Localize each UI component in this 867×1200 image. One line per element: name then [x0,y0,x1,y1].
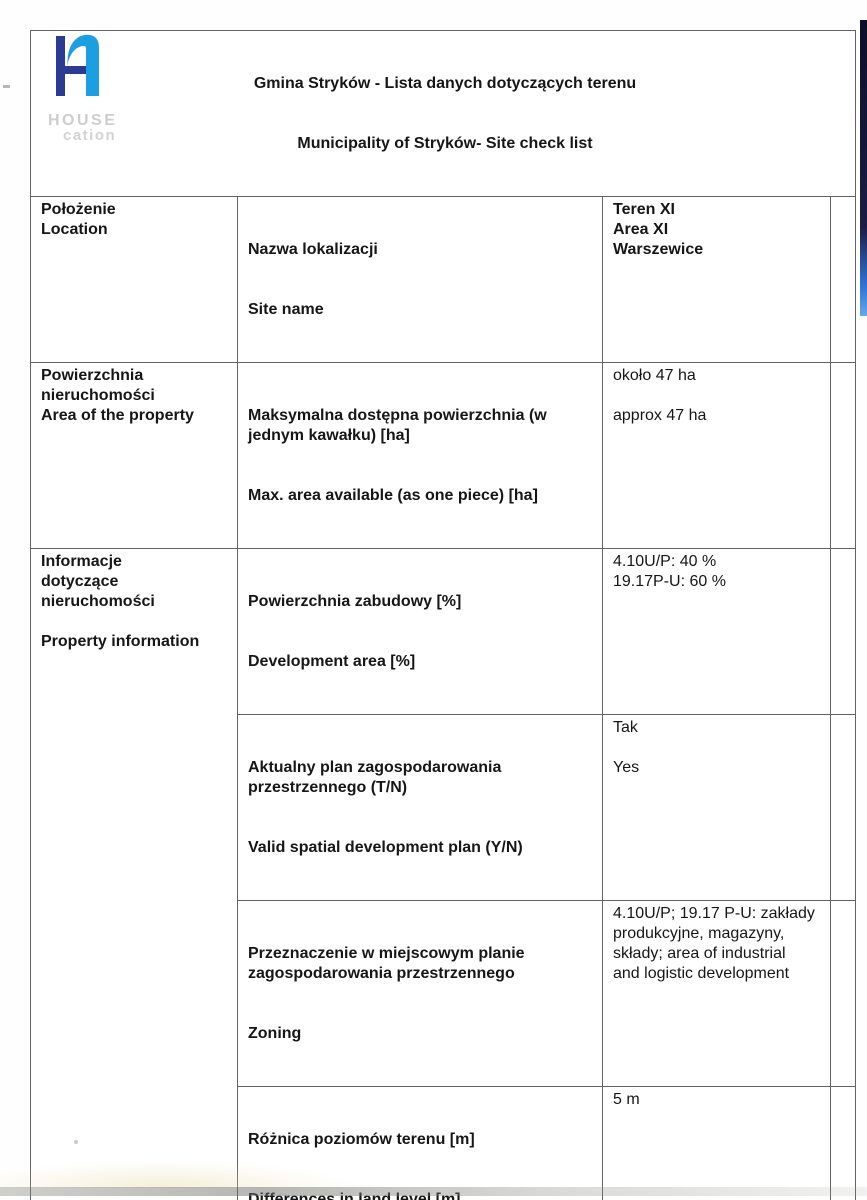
question-pl: Nazwa lokalizacji [248,241,378,258]
scan-artifact-right-edge [860,20,867,316]
question-pl: Aktualny plan zagospodarowania przestrze… [248,759,502,796]
margin-cell [829,714,857,901]
value-cell: 5 m [602,1086,831,1200]
margin-cell [829,900,857,1087]
table-row: Różnica poziomów terenu [m] Differences … [31,1086,857,1200]
question-cell: Aktualny plan zagospodarowania przestrze… [237,714,603,901]
value-cell: Teren XI Area XI Warszewice [613,201,704,258]
question-pl: Powierzchnia zabudowy [%] [248,593,462,610]
document-header: Gmina Stryków - Lista danych dotyczących… [29,30,857,197]
question-pl: Maksymalna dostępna powierzchnia (w jedn… [248,407,547,444]
table-row: Informacje dotyczące nieruchomości Prope… [30,548,857,1200]
question-cell: Różnica poziomów terenu [m] Differences … [237,1086,603,1200]
section-label-cell: Powierzchnia nieruchomości Area of the p… [30,362,238,549]
table-row: Położenie Location Nazwa lokalizacji Sit… [30,196,857,363]
question-cell: Powierzchnia zabudowy [%] Development ar… [237,548,603,715]
value-cell: około 47 ha approx 47 ha [602,362,831,549]
value-cell: 4.10U/P: 40 % 19.17P-U: 60 % [602,548,831,715]
question-cell: Nazwa lokalizacji Site name [237,196,603,363]
margin-cell [829,548,857,715]
document-title-pl: Gmina Stryków - Lista danych dotyczących… [253,75,637,92]
question-en: Valid spatial development plan (Y/N) [248,839,523,856]
scan-artifact-bottom-edge [0,1187,867,1196]
value-cell: 4.10U/P; 19.17 P-U: zakłady produkcyjne,… [602,900,831,1087]
question-pl: Przeznaczenie w miejscowym planie zagosp… [248,945,525,982]
scan-speck [3,85,10,88]
document-title-en: Municipality of Stryków- Site check list [297,135,593,152]
table-row: Powierzchnia nieruchomości Area of the p… [30,362,857,549]
site-checklist-table: Gmina Stryków - Lista danych dotyczących… [29,30,857,1200]
question-pl: Różnica poziomów terenu [m] [248,1131,475,1148]
question-en: Site name [248,301,324,318]
question-en: Max. area available (as one piece) [ha] [248,487,538,504]
margin-cell [829,1086,857,1200]
logo-h-icon [53,33,107,99]
question-en: Zoning [248,1025,302,1042]
margin-cell [829,362,857,549]
question-en: Development area [%] [248,653,416,670]
table-row: Aktualny plan zagospodarowania przestrze… [31,714,857,901]
margin-cell [829,196,857,363]
question-cell: Przeznaczenie w miejscowym planie zagosp… [237,900,603,1087]
scan-speck [74,1140,78,1144]
table-row: Przeznaczenie w miejscowym planie zagosp… [31,900,857,1087]
question-cell: Maksymalna dostępna powierzchnia (w jedn… [237,362,603,549]
header-row: Gmina Stryków - Lista danych dotyczących… [29,30,857,197]
section-label-cell: Informacje dotyczące nieruchomości Prope… [30,548,238,1200]
value-cell: Tak Yes [602,714,831,901]
section-label-cell: Położenie Location [30,196,238,363]
